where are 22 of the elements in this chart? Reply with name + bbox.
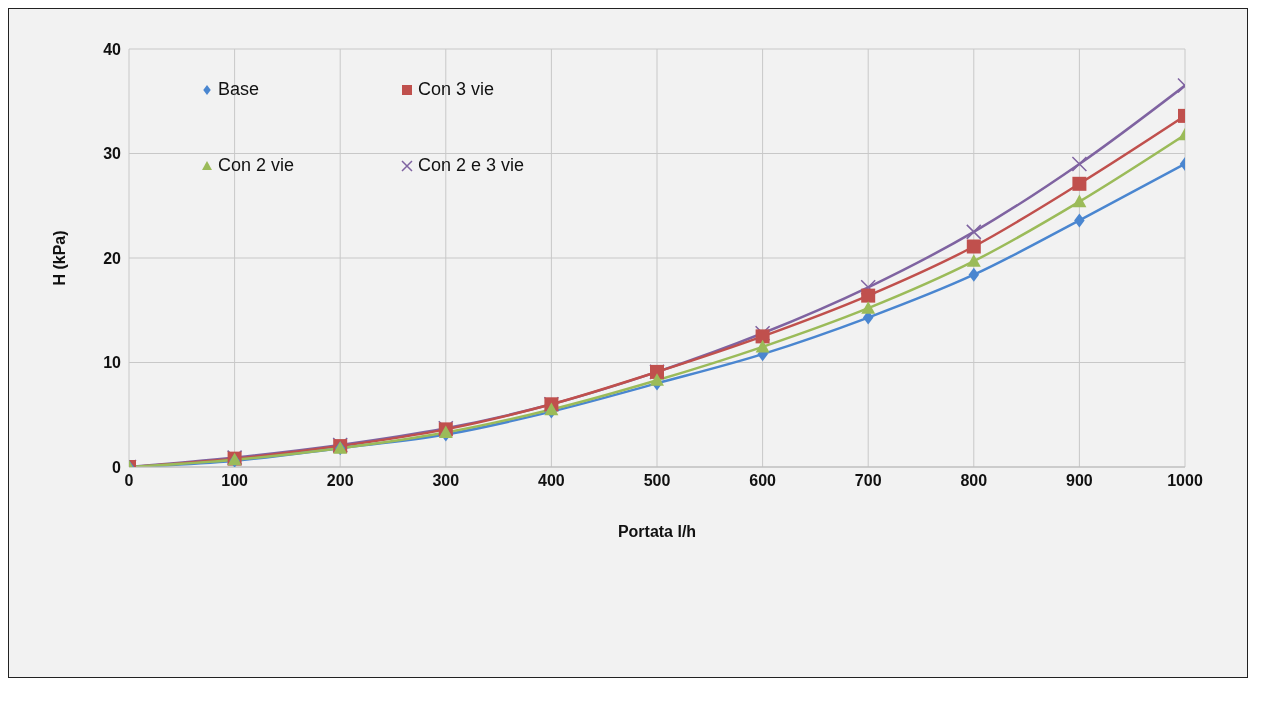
y-tick-label: 40	[103, 40, 122, 58]
legend-label: Con 2 e 3 vie	[418, 155, 525, 176]
y-tick-label: 0	[112, 458, 122, 476]
x-tick-label: 800	[960, 472, 988, 490]
x-tick-label: 400	[538, 472, 565, 490]
x-tick-label: 100	[221, 472, 249, 490]
x-tick-label: 600	[749, 472, 777, 490]
x-tick-label: 900	[1066, 472, 1093, 490]
x-tick-label: 1000	[1167, 472, 1203, 490]
y-tick-label: 20	[103, 249, 122, 267]
x-tick-label: 0	[124, 472, 134, 490]
x-tick-label: 700	[854, 472, 882, 490]
legend-label: Con 3 vie	[418, 79, 495, 100]
legend-label: Con 2 vie	[218, 155, 295, 176]
y-tick-label: 30	[103, 145, 122, 163]
legend-label: Base	[218, 79, 260, 100]
x-tick-label: 200	[326, 472, 354, 490]
x-tick-label: 500	[643, 472, 671, 490]
y-axis-title: H (kPa)	[50, 230, 68, 286]
x-tick-label: 300	[432, 472, 460, 490]
y-tick-label: 10	[103, 354, 122, 372]
x-axis-title: Portata l/h	[617, 523, 697, 540]
